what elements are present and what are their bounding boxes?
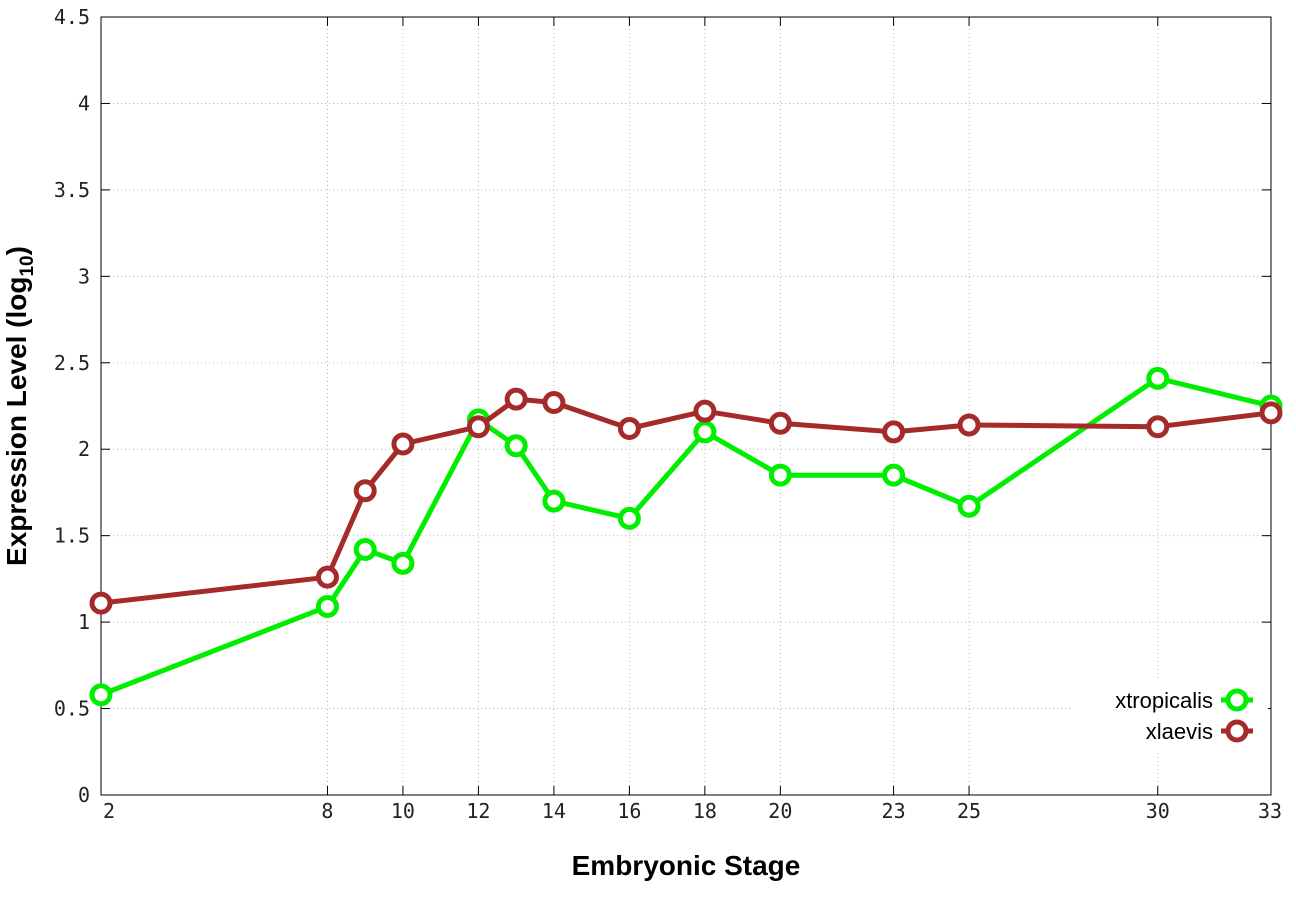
grid-lines: [101, 17, 1271, 795]
data-point-xtropicalis: [542, 489, 566, 513]
y-tick-label: 2: [78, 437, 90, 461]
y-tick-label: 4.5: [54, 5, 90, 29]
axis-ticks: [100, 16, 1272, 796]
data-point-xtropicalis: [882, 463, 906, 487]
x-axis-title: Embryonic Stage: [572, 850, 801, 881]
series-group: [89, 366, 1283, 707]
legend-marker-xlaevis: [1225, 719, 1249, 743]
x-tick-label: 16: [617, 799, 641, 823]
plot-frame: [100, 16, 1272, 796]
x-tick-label: 10: [391, 799, 415, 823]
data-point-xlaevis: [542, 391, 566, 415]
y-tick-label: 2.5: [54, 351, 90, 375]
series-xtropicalis: [89, 366, 1283, 707]
x-tick-label: 25: [957, 799, 981, 823]
y-axis-title-suffix: ): [1, 246, 32, 255]
x-tick-label: 20: [768, 799, 792, 823]
y-tick-label: 3.5: [54, 178, 90, 202]
x-tick-labels: 2 8 10 12 14 16 18 20 23 25 30 33: [103, 799, 1282, 823]
data-point-xtropicalis: [353, 537, 377, 561]
legend-label-xtropicalis: xtropicalis: [1115, 688, 1213, 713]
x-tick-label: 2: [103, 799, 115, 823]
legend-marker-xtropicalis: [1225, 688, 1249, 712]
data-point-xtropicalis: [768, 463, 792, 487]
data-point-xtropicalis: [504, 434, 528, 458]
y-axis-title: Expression Level (log10): [1, 246, 38, 566]
y-axis-title-subscript: 10: [17, 255, 38, 276]
y-tick-labels: 0 0.5 1 1.5 2 2.5 3 3.5 4 4.5: [54, 5, 90, 807]
data-point-xlaevis: [391, 432, 415, 456]
series-xlaevis: [89, 387, 1283, 615]
y-tick-label: 0.5: [54, 697, 90, 721]
data-point-xlaevis: [882, 420, 906, 444]
data-point-xtropicalis: [617, 506, 641, 530]
data-point-xtropicalis: [957, 494, 981, 518]
data-point-xlaevis: [1146, 415, 1170, 439]
y-tick-label: 3: [78, 264, 90, 288]
data-point-xlaevis: [617, 416, 641, 440]
legend-label-xlaevis: xlaevis: [1146, 719, 1213, 744]
data-point-xlaevis: [353, 479, 377, 503]
x-tick-label: 14: [542, 799, 566, 823]
data-point-xlaevis: [466, 415, 490, 439]
x-tick-label: 33: [1258, 799, 1282, 823]
y-tick-label: 1: [78, 610, 90, 634]
data-point-xlaevis: [89, 591, 113, 615]
x-tick-label: 23: [882, 799, 906, 823]
data-point-xtropicalis: [315, 595, 339, 619]
data-point-xlaevis: [504, 387, 528, 411]
y-tick-label: 1.5: [54, 524, 90, 548]
y-tick-label: 4: [78, 91, 90, 115]
data-point-xlaevis: [693, 399, 717, 423]
x-tick-label: 18: [693, 799, 717, 823]
x-tick-label: 30: [1146, 799, 1170, 823]
y-axis-title-prefix: Expression Level (log: [1, 277, 32, 566]
data-point-xtropicalis: [1146, 366, 1170, 390]
data-point-xtropicalis: [693, 420, 717, 444]
data-point-xtropicalis: [391, 551, 415, 575]
legend: xtropicalis xlaevis: [1072, 680, 1268, 752]
y-tick-label: 0: [78, 783, 90, 807]
data-point-xlaevis: [315, 565, 339, 589]
x-tick-label: 12: [466, 799, 490, 823]
data-point-xlaevis: [768, 411, 792, 435]
series-line-xlaevis: [98, 396, 1274, 606]
x-tick-label: 8: [321, 799, 333, 823]
data-point-xlaevis: [1259, 401, 1283, 425]
data-point-xtropicalis: [89, 683, 113, 707]
data-point-xlaevis: [957, 413, 981, 437]
